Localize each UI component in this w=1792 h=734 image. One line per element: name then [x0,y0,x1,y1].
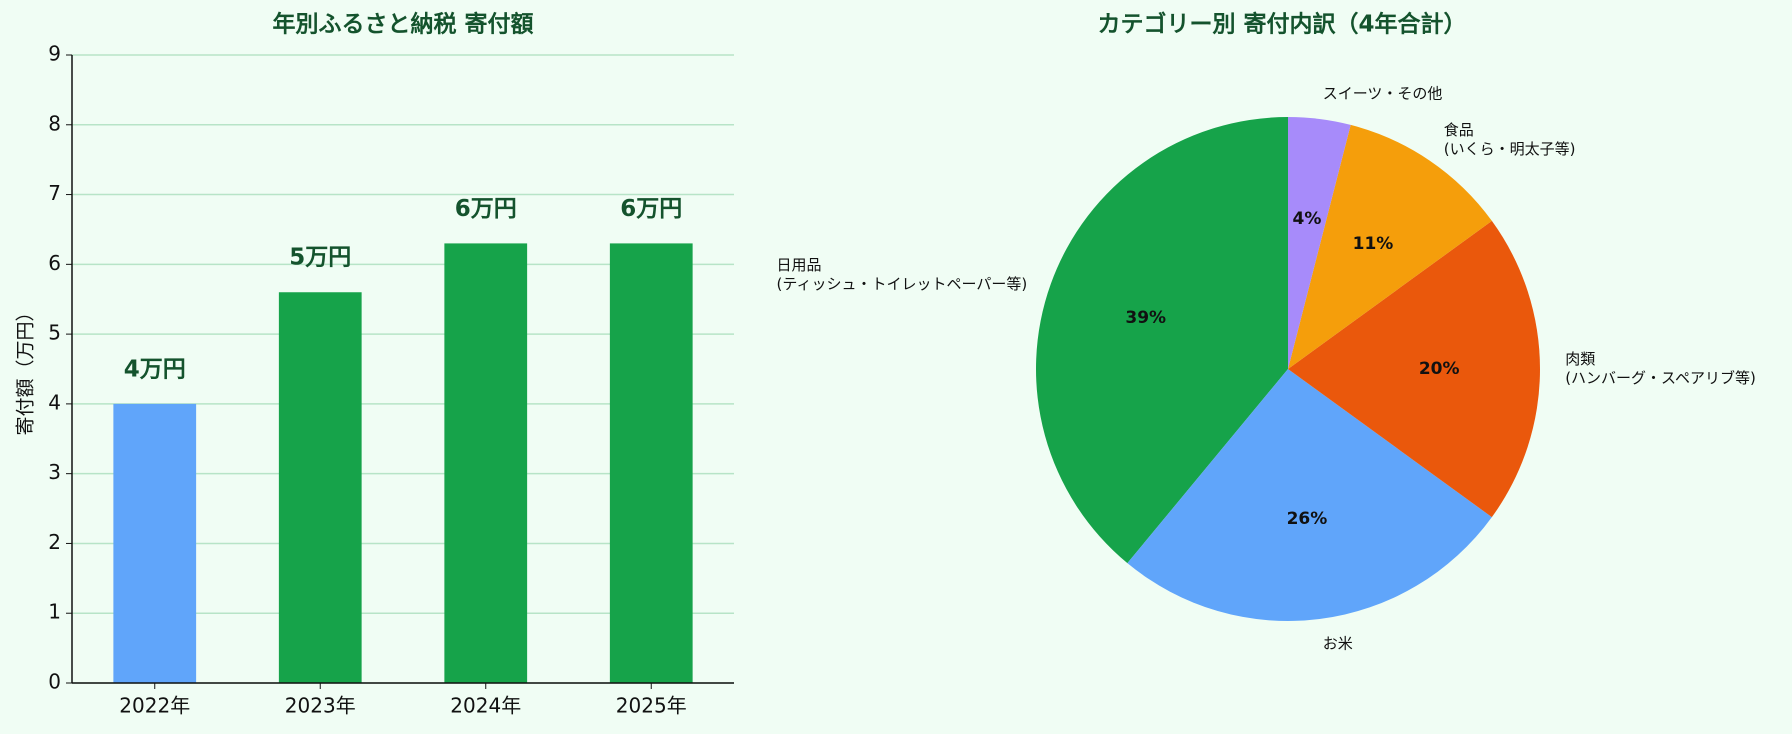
pie-category-label: 肉類 (ハンバーグ・スペアリブ等) [1565,350,1756,387]
pie-slice [1036,117,1288,564]
pie-pct-label: 11% [1353,234,1394,254]
pie-category-label: お米 [1322,634,1353,653]
bar [278,292,362,683]
bar-title: 年別ふるさと納税 寄付額 [272,11,533,38]
pie-title: カテゴリー別 寄付内訳（4年合計） [1097,11,1466,38]
y-tick-label: 4 [48,390,61,414]
value-label: 4万円 [124,356,186,382]
y-tick-label: 7 [48,181,61,205]
pie-slice [1288,124,1492,369]
pie-pct-label: 26% [1287,509,1328,529]
pie-category-label: スイーツ・その他 [1322,84,1443,103]
y-tick-label: 8 [48,111,61,135]
y-tick-label: 5 [48,321,61,345]
y-tick-label: 9 [48,42,61,66]
y-tick-label: 0 [48,670,61,694]
bar [113,403,197,683]
x-tick-label: 2024年 [450,694,521,718]
y-tick-label: 6 [48,251,61,275]
value-label: 5万円 [289,245,351,271]
pie-slice [1127,369,1492,621]
pie-slice [1288,117,1351,369]
bar [444,243,528,683]
value-label: 6万円 [455,196,517,222]
pie-category-label: 食品 (いくら・明太子等) [1443,120,1576,158]
y-tick-label: 2 [48,530,61,554]
x-tick-label: 2025年 [616,694,687,718]
y-axis-label: 寄付額（万円） [15,302,37,435]
y-tick-label: 1 [48,600,61,624]
bar [609,243,693,683]
y-tick-label: 3 [48,460,61,484]
pie-category-label: 日用品 (ティッシュ・トイレットペーパー等) [776,256,1028,294]
pie-pct-label: 4% [1293,209,1322,229]
pie-pct-label: 39% [1125,308,1166,328]
pie-slice [1288,220,1541,518]
value-label: 6万円 [620,196,682,222]
pie-pct-label: 20% [1419,359,1460,379]
x-tick-label: 2023年 [285,694,356,718]
x-tick-label: 2022年 [119,694,190,718]
